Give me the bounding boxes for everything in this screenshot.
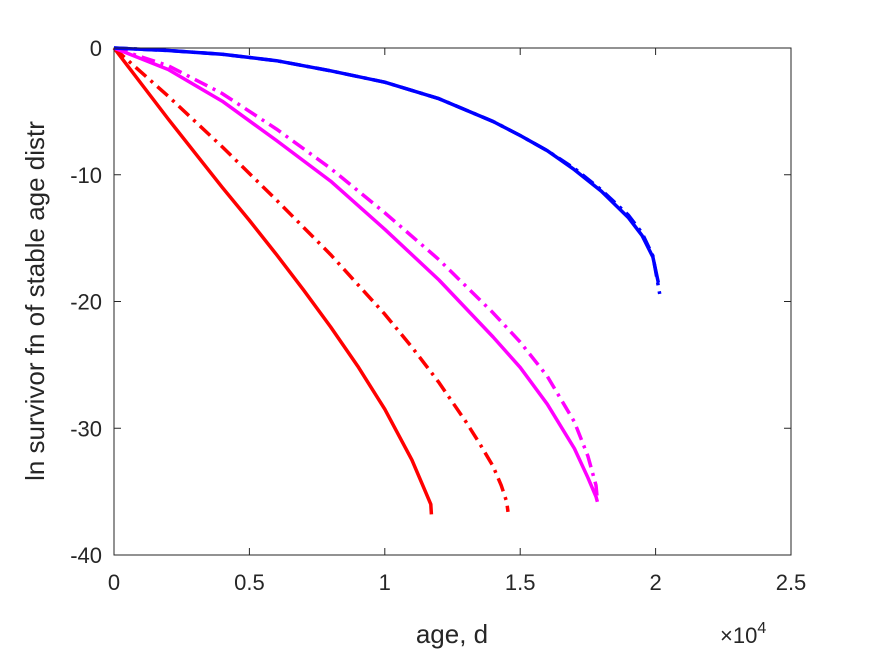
x-exponent-base: ×10	[720, 623, 757, 648]
x-tick-label: 2	[649, 570, 661, 595]
y-tick-label: -10	[70, 163, 102, 188]
x-tick-label: 1	[379, 570, 391, 595]
plot-area	[114, 48, 791, 555]
y-tick-label: 0	[90, 36, 102, 61]
y-tick-label: -30	[70, 416, 102, 441]
series-line-4-dashdot	[113, 46, 600, 501]
x-tick-label: 0.5	[234, 570, 265, 595]
x-exponent-label: ×104	[720, 620, 766, 648]
series-line-3-solid	[113, 46, 600, 503]
x-tick-label: 0	[108, 570, 120, 595]
y-axis-label: ln survivor fn of stable age distr	[20, 121, 50, 481]
series-line-1-solid	[112, 46, 434, 515]
x-tick-label: 1.5	[505, 570, 536, 595]
x-exponent-power: 4	[757, 620, 766, 637]
x-axis-label: age, d	[416, 619, 488, 649]
series-layer	[112, 46, 662, 515]
y-tick-label: -40	[70, 543, 102, 568]
y-tick-label: -20	[70, 290, 102, 315]
ticks-layer: 0 0.5 1 1.5 2 2.5 0 -10 -20 -30 -40	[70, 36, 806, 595]
series-line-5-solid	[113, 46, 661, 283]
series-line-2-dashdot	[112, 46, 510, 513]
x-tick-label: 2.5	[776, 570, 807, 595]
